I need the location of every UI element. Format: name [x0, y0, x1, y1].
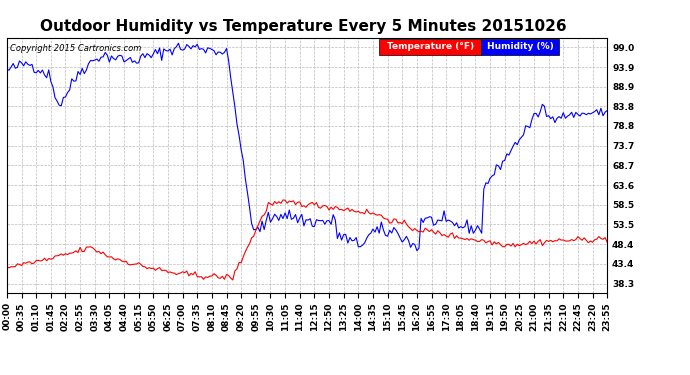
FancyBboxPatch shape — [481, 39, 559, 56]
Text: Outdoor Humidity vs Temperature Every 5 Minutes 20151026: Outdoor Humidity vs Temperature Every 5 … — [40, 19, 567, 34]
FancyBboxPatch shape — [379, 39, 481, 56]
Text: Humidity (%): Humidity (%) — [486, 42, 553, 51]
Text: Temperature (°F): Temperature (°F) — [386, 42, 473, 51]
Text: Copyright 2015 Cartronics.com: Copyright 2015 Cartronics.com — [10, 44, 141, 53]
